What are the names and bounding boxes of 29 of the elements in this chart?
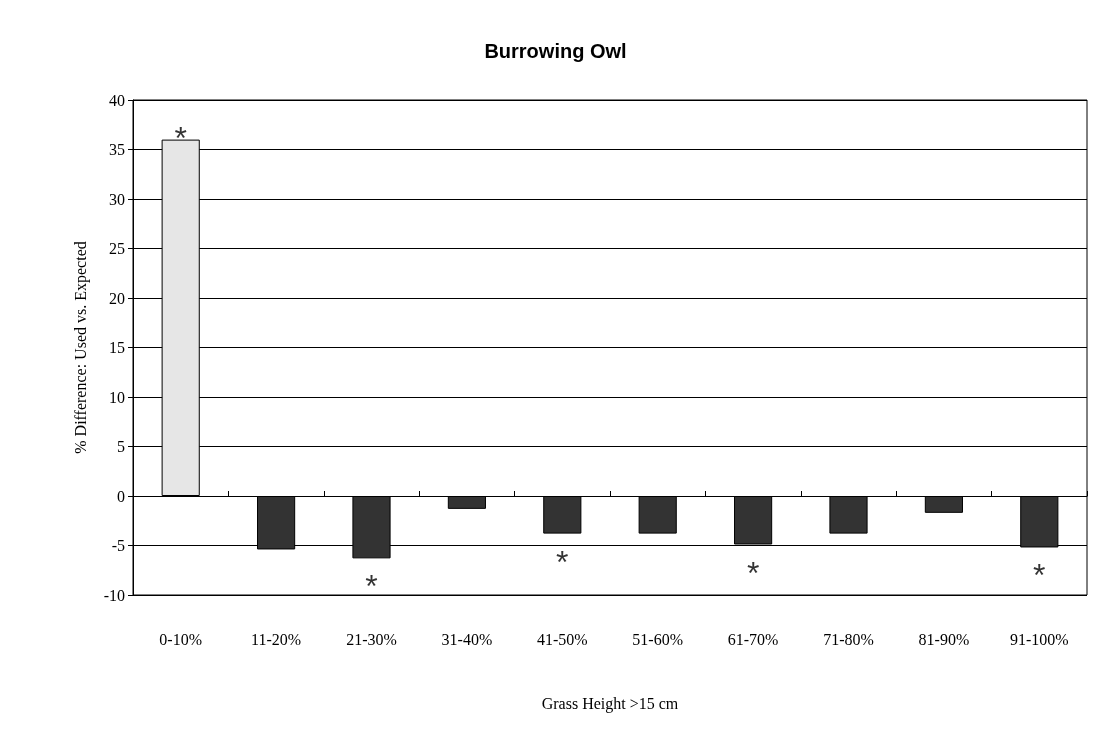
x-tick-label: 31-40% [441,630,493,648]
x-tick-label: 81-90% [918,630,970,648]
y-tick-label: 0 [117,487,125,505]
x-tick-label: 61-70% [727,630,779,648]
x-tick-label: 51-60% [632,630,684,648]
x-tick-label: 41-50% [536,630,588,648]
x-axis-title: Grass Height >15 cm [541,694,679,713]
y-tick-label: 25 [109,240,125,257]
annotation: * [746,554,760,591]
y-tick-label: 30 [109,190,125,208]
x-tick-label: 0-10% [159,630,203,648]
y-tick-label: 20 [109,289,125,307]
annotation: * [174,119,187,156]
y-tick-label: 10 [109,388,125,406]
x-tick-label: 91-100% [1009,630,1069,648]
y-tick-label: -10 [103,586,125,604]
annotation: * [556,543,569,580]
y-tick-label: 15 [109,339,125,356]
annotation: * [1033,557,1046,594]
y-tick-label: 40 [109,91,125,109]
y-axis-title: % Difference: Used vs. Expected [71,241,90,454]
y-tick-label: 5 [117,438,125,455]
y-tick-label: 35 [109,141,125,158]
x-tick-label: 71-80% [823,630,874,648]
x-tick-label: 21-30% [346,630,397,648]
chart-title: Burrowing Owl [484,40,627,62]
annotation: * [365,568,378,605]
y-tick-label: -5 [111,537,125,554]
x-tick-label: 11-20% [251,630,302,648]
